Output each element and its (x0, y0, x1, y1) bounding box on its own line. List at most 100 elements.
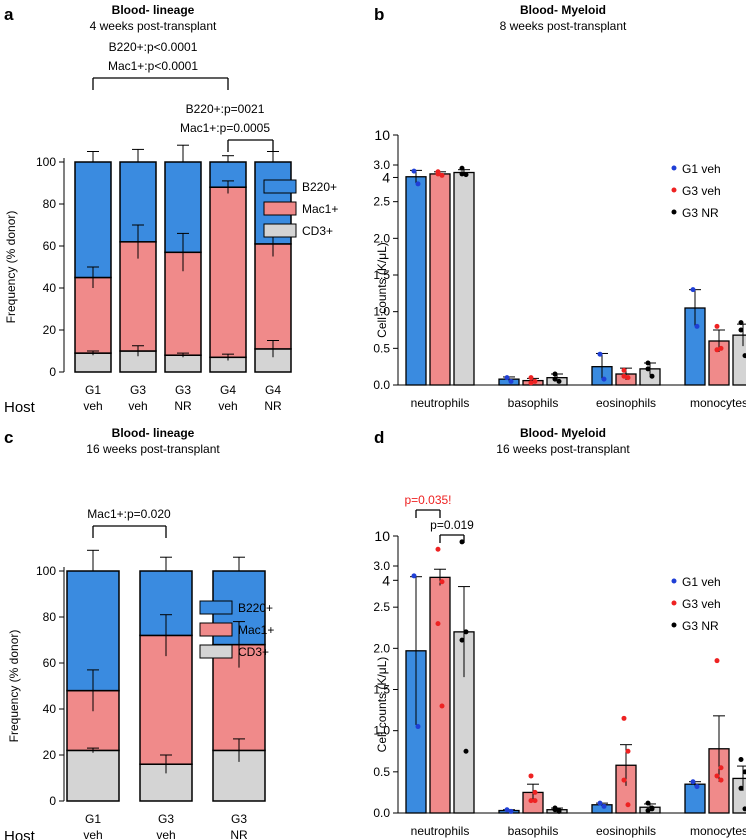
data-point-G3-NR-b (552, 371, 558, 377)
bar-segment-CD3-c (66, 749, 120, 802)
legend-swatch-a (263, 179, 297, 194)
bar-segment-B220-a (74, 161, 112, 279)
chart-subtitle-c: 16 weeks post-transplant (86, 442, 220, 456)
data-point-G3-veh-d (439, 579, 445, 585)
bar-G3-veh-b (429, 173, 451, 386)
significance-text-a: Mac1+:p<0.0001 (108, 59, 198, 73)
data-point-G1-veh-b (601, 376, 607, 382)
y-tick-label-b: 1.5 (373, 268, 390, 282)
legend-swatch-c (199, 644, 233, 659)
y-tick-label-b: 3.0 (373, 158, 390, 172)
legend-label-b: G3 veh (682, 184, 721, 198)
data-point-G3-veh-d (718, 777, 724, 783)
data-point-G3-NR-b (645, 366, 651, 372)
significance-text-a: B220+:p<0.0001 (109, 40, 198, 54)
data-point-G3-veh-b (439, 172, 445, 178)
chart-title-c: Blood- lineage (112, 426, 195, 440)
y-tick-label-c: 100 (36, 564, 56, 578)
data-point-G3-NR-d (459, 539, 465, 545)
x-tick-label-a: NR (264, 399, 282, 413)
y-tick-label-c: 60 (43, 656, 57, 670)
data-point-G1-veh-b (504, 375, 510, 381)
x-tick-label-c: G3 (158, 812, 174, 826)
y-tick-label-d: 1.5 (373, 683, 390, 697)
legend-marker-d (671, 622, 677, 628)
significance-text-d: p=0.019 (430, 518, 474, 532)
x-tick-label-a: veh (128, 399, 147, 413)
chart-subtitle-d: 16 weeks post-transplant (496, 442, 630, 456)
legend-label-c: Mac1+ (238, 623, 274, 637)
data-point-G3-veh-d (714, 773, 720, 779)
legend-label-d: G1 veh (682, 575, 721, 589)
data-point-G1-veh-d (508, 808, 514, 814)
x-tick-label-a: G1 (85, 383, 101, 397)
y-tick-label-d: 4 (382, 572, 390, 588)
data-point-G3-veh-b (532, 378, 538, 384)
data-point-G1-veh-b (415, 181, 421, 187)
y-tick-label-b: 2.5 (373, 195, 390, 209)
bar-G1-veh-b (405, 176, 427, 386)
legend-marker-b (671, 165, 677, 171)
x-tick-label-d: eosinophils (596, 824, 656, 838)
y-tick-label-d: 1.0 (373, 724, 390, 738)
significance-text-a: Mac1+:p=0.0005 (180, 121, 270, 135)
y-tick-label-d: 2.0 (373, 641, 390, 655)
data-point-G3-NR-b (742, 353, 746, 359)
data-point-G1-veh-d (694, 784, 700, 790)
data-point-G3-veh-d (625, 748, 631, 754)
x-tick-label-a: G3 (175, 383, 191, 397)
legend-label-a: Mac1+ (302, 202, 338, 216)
data-point-G3-NR-b (738, 327, 744, 333)
data-point-G3-NR-d (463, 629, 469, 635)
data-point-G3-NR-b (738, 320, 744, 326)
y-tick-label-a: 20 (43, 323, 57, 337)
y-tick-label-a: 100 (36, 155, 56, 169)
significance-text-d: p=0.035! (404, 493, 451, 507)
data-point-G3-NR-b (459, 165, 465, 171)
y-tick-label-a: 40 (43, 281, 57, 295)
x-tick-label-b: eosinophils (596, 396, 656, 410)
significance-text-c: Mac1+:p=0.020 (87, 507, 171, 521)
bar-G3-NR-b (453, 171, 475, 386)
data-point-G3-NR-d (738, 785, 744, 791)
data-point-G1-veh-b (508, 378, 514, 384)
legend-marker-d (671, 600, 677, 606)
y-tick-label-b: 1.0 (373, 305, 390, 319)
y-tick-label-a: 0 (49, 365, 56, 379)
data-point-G1-veh-d (601, 803, 607, 809)
data-point-G1-veh-b (690, 287, 696, 293)
data-point-G3-NR-d (645, 800, 651, 806)
data-point-G1-veh-d (415, 724, 421, 730)
legend-label-c: CD3+ (238, 645, 269, 659)
x-tick-label-d: monocytes (690, 824, 746, 838)
significance-text-a: B220+:p=0021 (186, 102, 265, 116)
y-tick-label-c: 0 (49, 794, 56, 808)
data-point-G3-NR-d (463, 748, 469, 754)
data-point-G3-NR-d (649, 806, 655, 812)
legend-label-b: G1 veh (682, 162, 721, 176)
bar-segment-Mac1-a (254, 243, 292, 350)
legend-marker-b (671, 209, 677, 215)
legend-swatch-a (263, 201, 297, 216)
data-point-G3-NR-d (552, 807, 558, 813)
bar-G3-veh-d (429, 576, 451, 814)
bar-G3-NR-b (732, 334, 746, 386)
x-tick-label-c: G3 (231, 812, 247, 826)
data-point-G3-veh-d (439, 703, 445, 709)
y-tick-label-d: 0.0 (373, 806, 390, 820)
legend-label-d: G3 veh (682, 597, 721, 611)
y-axis-label-a: Frequency (% donor) (4, 211, 18, 324)
y-tick-label-b: 2.0 (373, 231, 390, 245)
data-point-G3-veh-d (435, 546, 441, 552)
data-point-G3-NR-d (645, 808, 651, 814)
data-point-G3-NR-d (556, 808, 562, 814)
bar-segment-Mac1-a (209, 186, 247, 359)
host-label-a: Host (4, 399, 36, 416)
y-tick-label-b: 10 (374, 127, 390, 143)
data-point-G3-NR-b (556, 378, 562, 384)
y-axis-label-b: Cell counts (K/μL) (375, 242, 389, 338)
data-point-G1-veh-b (411, 168, 417, 174)
data-point-G1-veh-d (411, 573, 417, 579)
legend-marker-b (671, 187, 677, 193)
